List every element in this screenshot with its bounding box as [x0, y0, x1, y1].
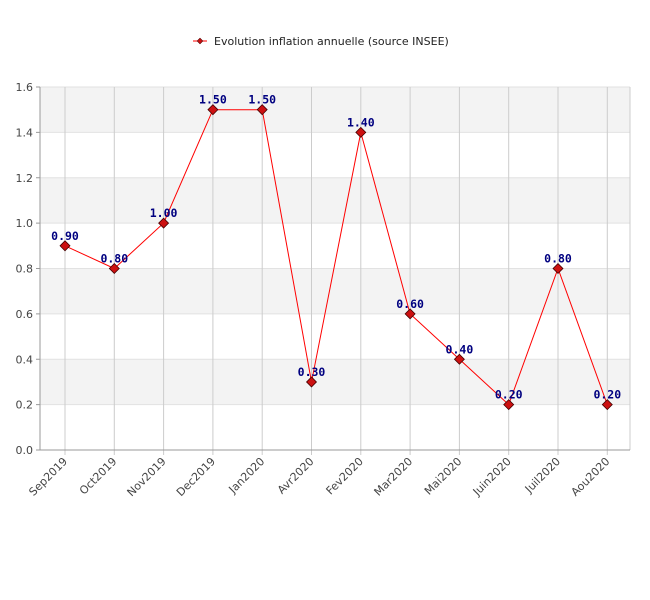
data-label: 0.30 — [298, 365, 326, 379]
y-tick-label: 1.4 — [16, 126, 34, 139]
data-labels: 0.90 0.80 1.00 1.50 1.50 0.30 1.40 0.60 0.40 0.20… — [51, 93, 621, 402]
data-point — [158, 217, 170, 229]
data-label: 0.80 — [100, 252, 128, 266]
data-point — [207, 104, 219, 116]
x-tick-label: Oct2019 — [77, 455, 119, 497]
x-tick-label: Nov2019 — [125, 455, 169, 499]
y-tick-label: 0.2 — [16, 399, 34, 412]
y-tick-label: 0.0 — [16, 444, 34, 457]
x-tick-label: Sep2019 — [26, 455, 70, 499]
series-line — [64, 109, 608, 406]
data-point — [404, 308, 416, 320]
y-tick-label: 1.6 — [16, 81, 34, 94]
y-axis-ticks: 0.0 0.2 0.4 0.6 0.8 1.0 1.2 1.4 1.6 — [16, 81, 40, 457]
x-tick-label: Avr2020 — [275, 455, 317, 497]
x-tick-label: Mar2020 — [372, 455, 416, 499]
y-tick-label: 1.2 — [16, 172, 34, 185]
x-tick-label: Juil2020 — [522, 455, 563, 496]
data-point — [256, 104, 268, 116]
background-bands — [40, 86, 630, 451]
legend-label: Evolution inflation annuelle (source INS… — [214, 35, 449, 48]
x-axis-ticks: Sep2019 Oct2019 Nov2019 Dec2019 Jan2020 Avr20… — [26, 455, 612, 499]
data-label: 1.00 — [150, 206, 178, 220]
data-point — [59, 240, 71, 252]
x-tick-label: Jan2020 — [226, 455, 268, 497]
data-label: 1.40 — [347, 115, 375, 129]
y-tick-label: 0.4 — [16, 353, 34, 366]
data-label: 0.80 — [544, 252, 572, 266]
y-tick-label: 0.8 — [16, 263, 34, 276]
data-point — [552, 262, 564, 275]
x-tick-label: Aou2020 — [569, 455, 613, 499]
legend: Evolution inflation annuelle (source INS… — [193, 35, 449, 48]
y-tick-label: 0.6 — [16, 308, 34, 321]
x-tick-label: Mai2020 — [422, 455, 465, 498]
x-tick-label: Juin2020 — [470, 455, 514, 499]
grid-band — [40, 268, 630, 314]
data-point — [305, 376, 318, 388]
data-label: 0.40 — [446, 342, 474, 356]
data-label: 0.20 — [593, 388, 621, 402]
data-point — [453, 353, 465, 365]
data-label: 0.20 — [495, 388, 523, 402]
data-point — [108, 262, 120, 275]
data-point — [503, 399, 515, 411]
series-layer — [59, 104, 613, 411]
data-point — [355, 126, 367, 138]
x-tick-label: Dec2019 — [174, 455, 218, 499]
y-tick-label: 1.0 — [16, 217, 34, 230]
data-label: 1.50 — [199, 93, 227, 107]
grid-band — [40, 359, 630, 405]
data-label: 1.50 — [248, 93, 276, 107]
vertical-gridlines — [64, 87, 631, 455]
grid-band — [40, 87, 630, 133]
data-label: 0.60 — [396, 297, 424, 311]
grid-band — [40, 177, 630, 224]
data-label: 0.90 — [51, 229, 79, 243]
data-point — [601, 399, 613, 411]
x-tick-label: Fev2020 — [323, 455, 365, 497]
legend-marker-swatch — [196, 37, 204, 45]
